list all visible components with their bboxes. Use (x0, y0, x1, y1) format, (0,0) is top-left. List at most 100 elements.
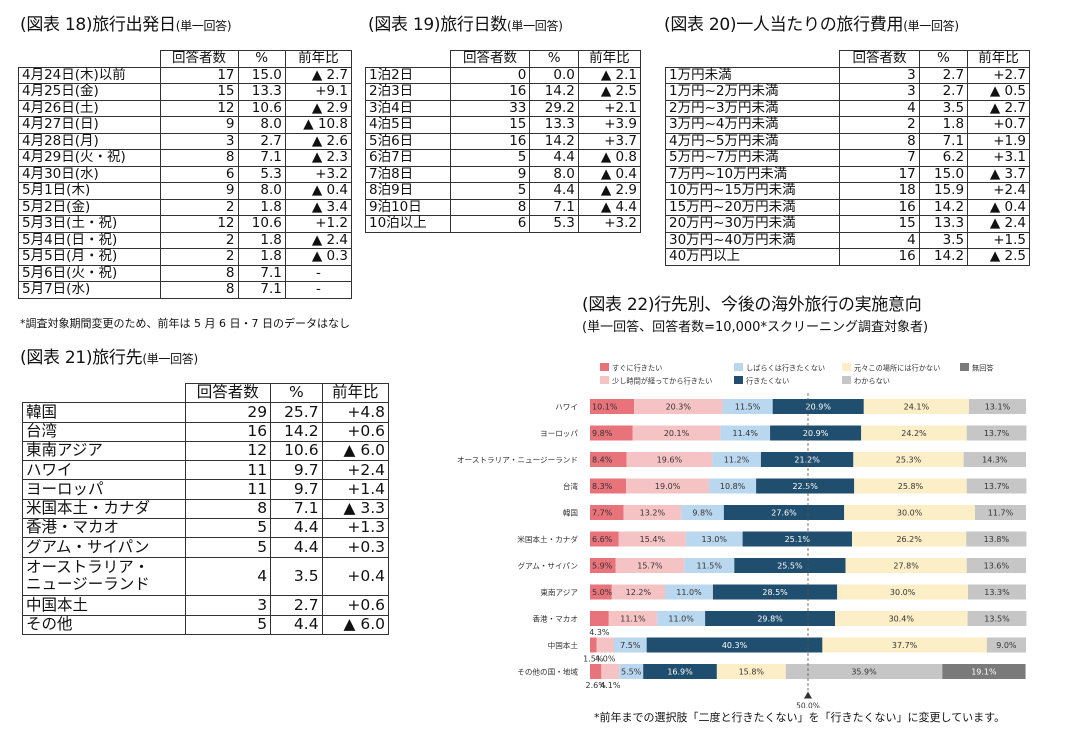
data-label: 10.8% (720, 482, 746, 491)
table-cell: +1.9 (967, 132, 1030, 150)
data-label: 20.3% (666, 403, 692, 412)
table-cell: 1.8 (237, 198, 286, 216)
row-label: 5月4日(日・祝) (18, 231, 161, 249)
bar-segment (845, 558, 967, 573)
table-cell: +3.1 (967, 149, 1030, 167)
table-cell: 10.6 (237, 215, 286, 233)
data-label: 11.2% (724, 456, 750, 465)
table-row: 7泊8日 9 8.0 ▲ 0.4 (365, 165, 642, 183)
data-label: 27.8% (893, 562, 919, 571)
column-header: 前年比 (284, 50, 353, 68)
table-cell: 2.7 (918, 66, 969, 84)
bar-segment (734, 558, 846, 573)
table-cell: +2.4 (321, 460, 390, 481)
table-cell: ▲ 2.3 (284, 149, 353, 167)
table-cell: 16 (449, 132, 531, 150)
table-cell: 16 (449, 83, 531, 101)
legend-label: すぐに行きたい (612, 364, 662, 373)
chart22-svg: すぐに行きたい しばらくは行きたくない 元々この場所には行かない 無回答少し時間が経っ… (457, 363, 1027, 711)
table-cell: +0.6 (321, 595, 390, 616)
data-label: 7.5% (620, 641, 641, 650)
category-label: ハワイ (555, 403, 578, 412)
table18: 回答者数% 前年比 4月24日(木)以前 17 15.0 ▲ 2.7 4月25日(金) 15 1… (18, 50, 353, 299)
bar-segment (966, 478, 1027, 494)
reference-label: 50.0% (796, 702, 820, 709)
bar-segment (684, 558, 735, 573)
row-label: 7万円~10万円未満 (664, 165, 841, 183)
bar-segment (966, 558, 1026, 573)
table-cell: 3 (839, 66, 920, 84)
table-cell: 6 (449, 215, 531, 233)
table-cell: 8 (449, 198, 531, 216)
table-cell: 8.0 (529, 165, 579, 183)
table-cell: 17 (159, 66, 239, 84)
table-cell: ▲ 2.4 (967, 215, 1030, 233)
row-label: 米国本土・カナダ (22, 498, 186, 520)
table-cell: ▲ 2.9 (577, 182, 642, 200)
data-label: 15.4% (640, 535, 666, 544)
table-row: 2泊3日 16 14.2 ▲ 2.5 (365, 83, 642, 101)
table-row: 4月27日(日) 9 8.0 ▲ 10.8 (18, 116, 353, 134)
table-row: 香港・マカオ 5 4.4 +1.3 (22, 518, 390, 539)
bar-segment (590, 425, 633, 441)
table-cell: 17 (839, 165, 920, 183)
table-cell: +0.3 (321, 537, 390, 558)
table-cell: 5 (184, 537, 272, 558)
table-cell: 15.9 (918, 182, 969, 200)
table-cell: 11 (184, 460, 272, 481)
column-header: 回答者数 (449, 50, 531, 68)
data-label: 20.9% (803, 429, 829, 438)
table-row: 4月28日(月) 3 2.7 ▲ 2.6 (18, 132, 353, 150)
row-label: 2泊3日 (365, 83, 451, 101)
row-label: 3泊4日 (365, 99, 451, 117)
bar-segment (716, 664, 786, 679)
bar-segment (705, 611, 836, 626)
bar-segment (966, 425, 1027, 441)
table-row: 3万円~4万円未満 2 1.8 +0.7 (664, 116, 1030, 134)
data-label: 13.6% (984, 562, 1010, 571)
legend-label: 無回答 (972, 364, 994, 373)
table-row: 韓国 29 25.7 +4.8 (22, 402, 390, 423)
legend-swatch (734, 376, 743, 384)
table-row: 4万円~5万円未満 8 7.1 +1.9 (664, 132, 1030, 150)
row-label: 4月29日(火・祝) (18, 149, 161, 167)
table-row: 中国本土 3 2.7 +0.6 (22, 595, 390, 616)
data-label: 35.9% (851, 668, 877, 677)
bar-segment (596, 637, 614, 653)
category-label: 東南アジア (540, 587, 578, 597)
table-cell: 7.1 (237, 281, 286, 299)
row-label: 台湾 (22, 421, 186, 442)
data-label: 19.6% (657, 456, 683, 465)
table-cell: 2.7 (918, 83, 969, 101)
legend-swatch (734, 363, 743, 371)
data-label: 24.1% (904, 403, 930, 412)
bar-segment (643, 664, 717, 679)
table-cell: 9.7 (270, 460, 323, 481)
table-row: 4月25日(金) 15 13.3 +9.1 (18, 83, 353, 101)
bar-segment (861, 425, 967, 441)
data-label: 8.3% (592, 482, 613, 491)
table-cell: 16 (839, 198, 920, 216)
table-cell: 4 (184, 556, 272, 597)
data-label: 19.0% (655, 482, 681, 491)
table-row: 4月26日(土) 12 10.6 ▲ 2.9 (18, 99, 353, 117)
row-label: 40万円以上 (664, 248, 841, 266)
table-cell: ▲ 6.0 (321, 440, 390, 462)
table-cell: 15.0 (918, 165, 969, 183)
table-cell: 5 (449, 149, 531, 167)
legend-label: わからない (854, 377, 890, 386)
data-label: 4.3% (589, 628, 610, 637)
header-row: 回答者数% 前年比 (365, 50, 642, 68)
table-cell: 8 (159, 149, 239, 167)
table-cell: 15.0 (237, 66, 286, 84)
header-row: 回答者数% 前年比 (18, 50, 353, 68)
bar-segment (720, 425, 771, 441)
table-cell: 3.5 (918, 231, 969, 249)
category-label: 台湾 (563, 481, 579, 491)
data-label: 25.8% (898, 482, 924, 491)
bar-segment (723, 505, 845, 520)
data-label: 24.2% (901, 429, 927, 438)
bar-segment (618, 531, 686, 547)
table-cell: ▲ 2.7 (967, 99, 1030, 117)
data-label: 11.5% (735, 403, 761, 412)
